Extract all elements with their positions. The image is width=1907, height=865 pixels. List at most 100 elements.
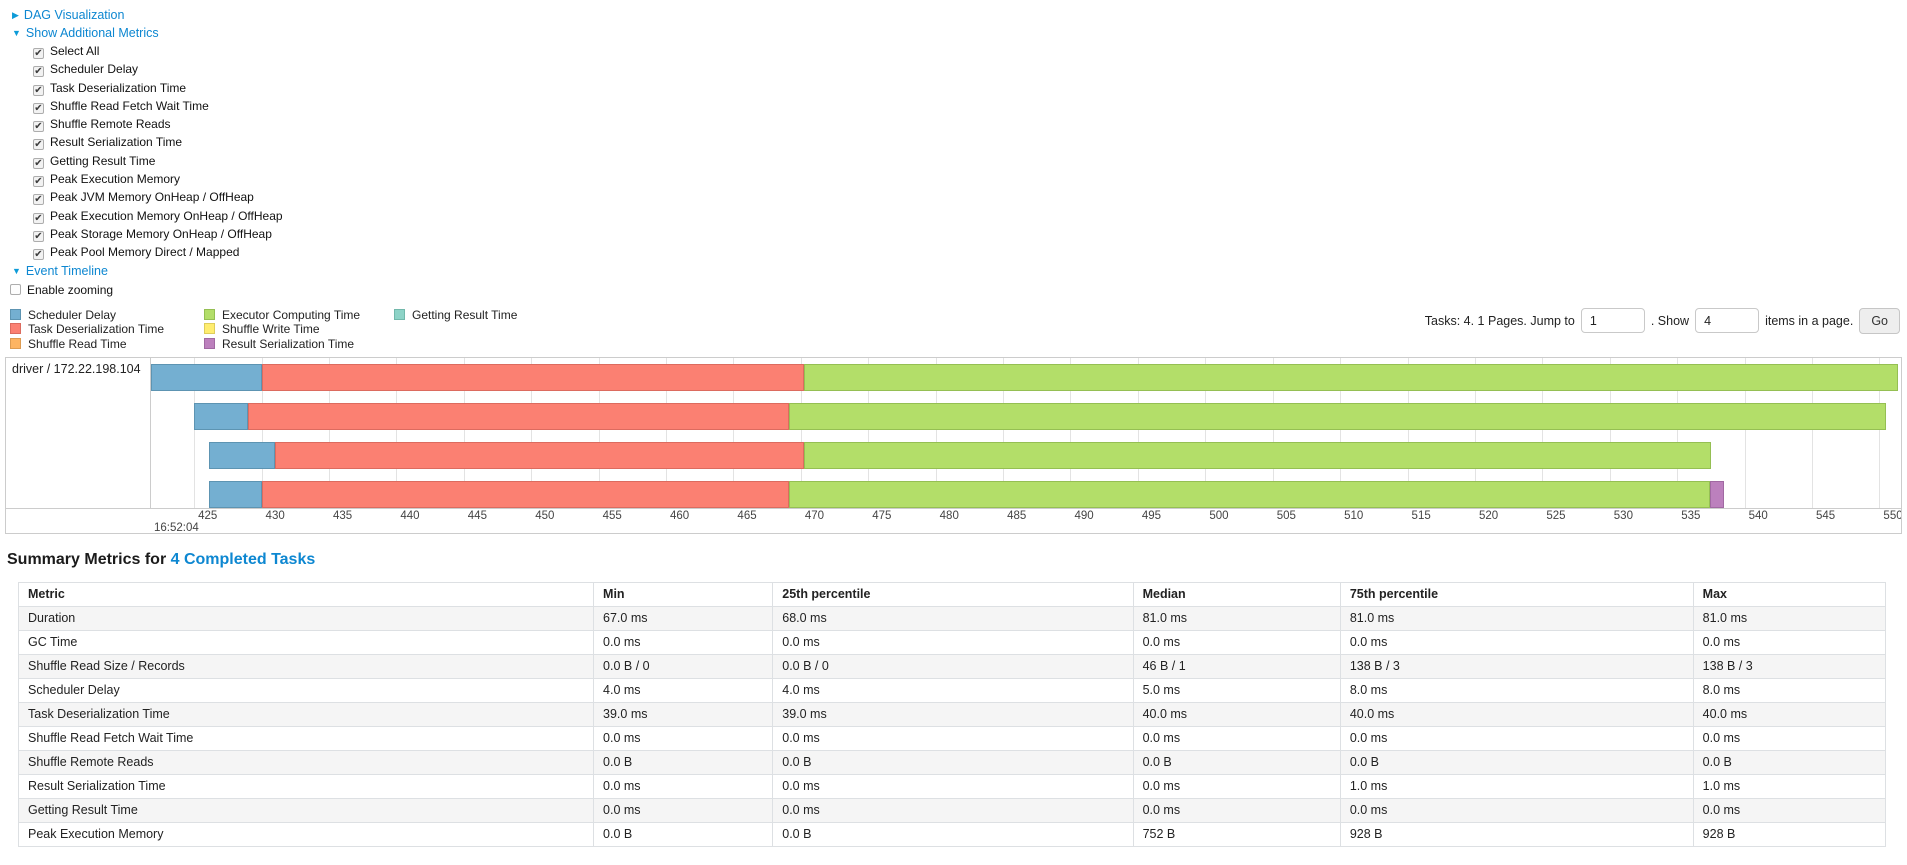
metric-checkbox-control[interactable]: ✔ Peak Pool Memory Direct / Mapped [33,245,240,261]
metric-name-cell: Shuffle Remote Reads [17,749,595,775]
show-additional-metrics-toggle[interactable]: ▼ Show Additional Metrics [12,24,1902,42]
gridline [1744,357,1746,508]
gridline [1677,357,1679,508]
task-bar-segment-result-serialization[interactable] [1709,481,1725,508]
items-per-page-input[interactable] [1695,308,1760,334]
gridline [598,357,600,508]
task-bar-segment-scheduler-delay[interactable] [151,363,262,391]
task-bar-segment-task-deserialization[interactable] [261,481,789,508]
metric-checkbox[interactable]: ✔ [33,176,44,188]
task-bar-segment-executor-computing[interactable] [803,363,1899,391]
enable-zooming-checkbox[interactable] [10,283,21,295]
legend-label: Executor Computing Time [222,307,361,322]
metric-checkbox-control[interactable]: ✔ Peak JVM Memory OnHeap / OffHeap [33,190,254,206]
summary-metrics-title: Summary Metrics for 4 Completed Tasks [7,551,1902,569]
metric-checkbox-row: ✔ Peak Pool Memory Direct / Mapped [33,243,1902,261]
metric-checkbox-control[interactable]: ✔ Task Deserialization Time [33,81,186,96]
legend-label: Scheduler Delay [28,307,117,322]
executor-computing-swatch-icon [204,308,215,320]
metric-checkbox[interactable]: ✔ [33,157,44,169]
metric-checkbox-control[interactable]: ✔ Peak Execution Memory [33,172,180,188]
task-bar-segment-task-deserialization[interactable] [248,402,789,430]
completed-tasks-link[interactable]: 4 Completed Tasks [170,550,316,568]
axis-tick-label: 535 [1681,509,1701,522]
metric-name-cell: Task Deserialization Time [17,701,595,727]
enable-zooming-control[interactable]: Enable zooming [10,283,113,297]
metric-checkbox[interactable]: ✔ [33,121,44,133]
metric-checkbox-control[interactable]: ✔ Scheduler Delay [33,62,138,78]
legend-item-scheduler-delay: Scheduler Delay [10,308,204,323]
table-row: Shuffle Read Size / Records 0.0 B / 0 0.0 … [17,653,1887,679]
metric-checkbox-control[interactable]: ✔ Result Serialization Time [33,135,182,151]
jump-to-page-input[interactable] [1580,308,1645,334]
enable-zooming-label: Enable zooming [27,282,114,297]
triangle-down-icon: ▼ [12,28,21,38]
column-header-min: Min [593,581,774,607]
pagination-suffix-text: items in a page. [1765,313,1854,328]
table-row: GC Time 0.0 ms 0.0 ms 0.0 ms 0.0 ms 0.0 ms [17,629,1887,655]
legend-column: Executor Computing Time Shuffle Write Tim… [204,308,394,352]
metric-value-cell: 81.0 ms [1132,605,1341,631]
metric-checkbox[interactable]: ✔ [33,66,44,78]
metric-checkbox-label: Peak Pool Memory Direct / Mapped [50,245,240,260]
metric-checkbox-row: ✔ Getting Result Time [33,152,1902,170]
metric-checkbox-control[interactable]: ✔ Peak Execution Memory OnHeap / OffHeap [33,209,283,224]
column-header-median: Median [1132,581,1341,607]
legend-label: Task Deserialization Time [28,322,165,337]
metric-value-cell: 0.0 B / 0 [772,653,1134,679]
metric-checkbox-control[interactable]: ✔ Select All [33,44,99,59]
event-timeline-link[interactable]: ▼ Event Timeline [12,264,108,278]
column-header-metric: Metric [17,581,595,607]
axis-tick-label: 485 [1007,509,1027,522]
task-bar-segment-task-deserialization[interactable] [275,442,804,470]
event-timeline-toggle[interactable]: ▼ Event Timeline [12,262,1902,280]
metric-checkbox-control[interactable]: ✔ Shuffle Remote Reads [33,117,171,133]
metric-checkbox[interactable]: ✔ [33,102,44,114]
task-bar-segment-executor-computing[interactable] [788,402,1887,430]
metric-checkbox[interactable]: ✔ [33,84,44,96]
metric-value-cell: 39.0 ms [593,701,774,727]
go-button[interactable]: Go [1859,307,1900,334]
shuffle-write-swatch-icon [204,323,215,335]
column-header-25th-percentile: 25th percentile [772,581,1134,607]
metric-checkbox[interactable]: ✔ [33,249,44,261]
dag-visualization-toggle[interactable]: ▶ DAG Visualization [12,6,1902,24]
legend-column: Getting Result Time [394,308,517,352]
task-bar-segment-executor-computing[interactable] [788,481,1710,508]
metric-name-cell: Getting Result Time [17,797,595,823]
gridline [666,357,668,508]
metric-value-cell: 0.0 B [772,749,1134,775]
axis-tick-label: 500 [1209,509,1229,522]
getting-result-swatch-icon [394,308,405,320]
metric-checkbox[interactable]: ✔ [33,48,44,59]
metric-checkbox[interactable]: ✔ [33,212,44,224]
metric-value-cell: 0.0 B / 0 [593,653,774,679]
task-bar-segment-scheduler-delay[interactable] [194,402,249,430]
metric-checkbox[interactable]: ✔ [33,139,44,151]
gridline [1407,357,1409,508]
task-bar-segment-scheduler-delay[interactable] [208,442,276,470]
metric-checkbox[interactable]: ✔ [33,194,44,206]
gridline [1340,357,1342,508]
metric-value-cell: 0.0 ms [1132,629,1341,655]
metric-value-cell: 1.0 ms [1692,773,1887,799]
event-timeline-label: Event Timeline [25,263,108,278]
metric-checkbox-control[interactable]: ✔ Shuffle Read Fetch Wait Time [33,99,209,114]
table-row: Result Serialization Time 0.0 ms 0.0 ms 0.0… [17,773,1887,799]
metric-checkbox-row: ✔ Task Deserialization Time [33,79,1902,97]
axis-tick-label: 475 [872,509,892,522]
gridline [935,357,937,508]
dag-visualization-link[interactable]: ▶ DAG Visualization [12,8,124,22]
task-bar-segment-executor-computing[interactable] [803,442,1711,470]
metric-checkbox-control[interactable]: ✔ Getting Result Time [33,154,155,169]
metric-value-cell: 39.0 ms [772,701,1134,727]
task-bar-segment-task-deserialization[interactable] [261,363,804,391]
axis-tick-label: 425 [198,509,218,522]
task-bar-segment-scheduler-delay[interactable] [208,481,262,508]
metric-checkbox-control[interactable]: ✔ Peak Storage Memory OnHeap / OffHeap [33,227,272,242]
axis-tick-label: 445 [467,509,487,522]
executor-label-column: driver / 172.22.198.104 [6,357,151,508]
metric-value-cell: 0.0 ms [1339,629,1694,655]
metric-checkbox[interactable]: ✔ [33,230,44,242]
show-additional-metrics-link[interactable]: ▼ Show Additional Metrics [12,26,159,40]
